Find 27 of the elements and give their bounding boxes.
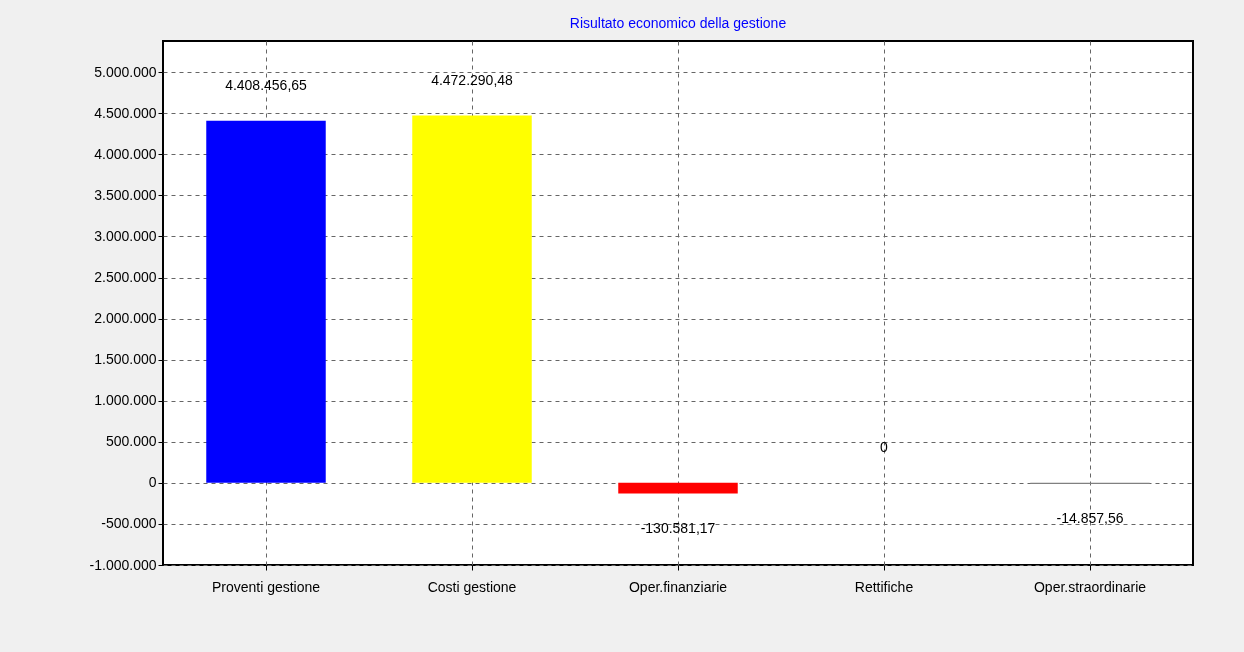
x-tick-label: Oper.straordinarie — [1033, 578, 1147, 595]
x-tick-label: Proventi gestione — [211, 578, 321, 595]
y-tick-label: -1.000.000 — [89, 556, 157, 573]
y-tick-label: 2.500.000 — [94, 269, 157, 286]
bar — [412, 115, 532, 483]
x-tick-label: Rettifiche — [854, 578, 914, 595]
y-tick-label: -500.000 — [101, 515, 157, 532]
y-tick-label: 500.000 — [105, 433, 157, 450]
data-label: 0 — [880, 438, 889, 455]
y-tick-label: 1.500.000 — [94, 351, 157, 368]
data-label: 4.408.456,65 — [225, 76, 308, 93]
y-tick-label: 0 — [148, 474, 157, 491]
x-tick-label: Costi gestione — [427, 578, 517, 595]
data-label: 4.472.290,48 — [431, 71, 514, 88]
data-label: -14.857,56 — [1056, 510, 1124, 527]
y-tick-label: 3.500.000 — [94, 186, 157, 203]
x-tick-label: Oper.finanziarie — [628, 578, 728, 595]
y-tick-label: 2.000.000 — [94, 310, 157, 327]
y-tick-label: 1.000.000 — [94, 392, 157, 409]
data-label: -130.581,17 — [640, 519, 716, 536]
y-tick-label: 4.500.000 — [94, 104, 157, 121]
bar — [618, 482, 738, 494]
y-tick-label: 5.000.000 — [94, 63, 157, 80]
bar — [206, 120, 326, 483]
y-tick-label: 4.000.000 — [94, 145, 157, 162]
y-tick-label: 3.000.000 — [94, 227, 157, 244]
chart-title: Risultato economico della gestione — [569, 15, 787, 31]
